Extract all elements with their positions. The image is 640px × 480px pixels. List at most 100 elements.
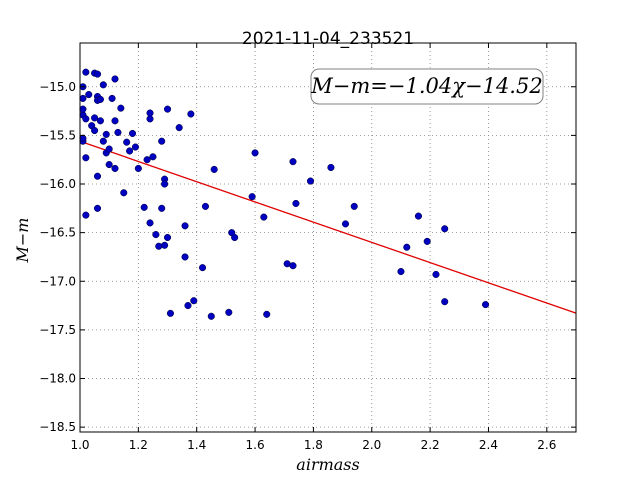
data-point: [181, 222, 189, 230]
data-point: [187, 110, 195, 118]
data-point: [82, 211, 90, 219]
data-points: [79, 68, 490, 320]
data-point: [131, 143, 139, 151]
data-point: [105, 161, 113, 169]
data-point: [93, 204, 102, 212]
data-point: [210, 165, 218, 173]
data-point: [117, 104, 125, 112]
x-tick-label: 2.4: [479, 438, 498, 452]
data-point: [201, 202, 210, 210]
data-point: [184, 302, 192, 310]
plot-frame: [79, 42, 577, 433]
data-point: [108, 94, 116, 102]
x-tick-label: 2.6: [537, 438, 556, 452]
y-tick-label: −18.5: [39, 420, 76, 434]
x-tick-label: 1.2: [129, 438, 148, 452]
data-point: [99, 137, 107, 145]
data-point: [163, 105, 172, 113]
x-tick-label: 1.4: [187, 438, 206, 452]
data-point: [289, 262, 297, 270]
data-point: [79, 105, 87, 113]
data-point: [181, 253, 189, 261]
data-point: [111, 164, 119, 173]
data-point: [207, 312, 215, 320]
x-axis-label: airmass: [296, 455, 359, 474]
x-tick-label: 1.8: [304, 438, 323, 452]
data-point: [292, 199, 300, 208]
data-point: [152, 231, 160, 239]
data-point: [155, 242, 163, 250]
data-point: [140, 203, 148, 211]
data-point: [149, 153, 157, 161]
data-point: [111, 117, 119, 125]
data-point: [350, 202, 358, 210]
data-point: [403, 243, 411, 251]
data-point: [251, 149, 259, 157]
data-point: [166, 309, 174, 317]
data-point: [441, 225, 449, 233]
y-tick-label: −18.0: [39, 372, 76, 386]
data-point: [93, 172, 102, 180]
data-point: [82, 115, 90, 123]
data-point: [161, 180, 169, 188]
data-point: [134, 164, 142, 173]
data-point: [198, 264, 207, 272]
data-point: [158, 137, 166, 145]
fit-line: [79, 140, 577, 314]
data-point: [341, 220, 350, 228]
data-point: [96, 95, 104, 103]
data-point: [99, 81, 107, 89]
y-tick-label: −15.5: [39, 128, 76, 142]
x-tick-label: 2.2: [421, 438, 440, 452]
y-axis-label: M−m: [13, 218, 32, 264]
data-point: [96, 117, 104, 125]
data-point: [105, 145, 113, 153]
y-tick-label: −15.0: [39, 80, 76, 94]
y-tick-label: −17.5: [39, 323, 76, 337]
data-point: [432, 270, 440, 279]
fit-annotation: M−m=−1.04χ−14.52: [310, 68, 544, 105]
annotation-box: [310, 68, 544, 105]
data-point: [128, 129, 137, 137]
data-point: [231, 233, 239, 242]
data-point: [248, 193, 256, 201]
data-point: [146, 219, 154, 227]
data-point: [260, 213, 268, 221]
data-point: [93, 70, 102, 78]
data-point: [190, 297, 198, 305]
y-tick-label: −16.5: [39, 226, 76, 240]
data-point: [397, 267, 405, 276]
data-point: [79, 94, 87, 102]
data-point: [263, 310, 271, 318]
data-point: [114, 128, 122, 137]
data-point: [143, 156, 151, 164]
data-point: [146, 109, 154, 117]
data-point: [91, 126, 99, 135]
data-point: [91, 114, 99, 122]
data-point: [102, 130, 110, 138]
data-point: [120, 189, 128, 197]
data-point: [327, 163, 335, 172]
data-point: [111, 75, 119, 83]
data-point: [82, 68, 90, 76]
data-point: [414, 212, 422, 220]
data-point: [175, 124, 183, 132]
data-point: [423, 237, 431, 245]
y-tick-label: −17.0: [39, 274, 76, 288]
x-tick-label: 1.6: [246, 438, 265, 452]
fit-layer: [79, 140, 577, 314]
data-point: [289, 158, 297, 166]
data-point: [482, 301, 490, 309]
y-tick-label: −16.0: [39, 177, 76, 191]
data-point: [82, 154, 90, 162]
data-point: [123, 138, 131, 146]
data-point: [126, 147, 134, 155]
chart-title: 2021-11-04_233521: [242, 29, 414, 49]
data-point: [85, 90, 93, 99]
data-point: [306, 177, 315, 185]
data-point: [161, 241, 169, 249]
data-point: [79, 134, 87, 142]
data-point: [441, 298, 449, 306]
annotation-text: M−m=−1.04χ−14.52: [310, 74, 542, 98]
